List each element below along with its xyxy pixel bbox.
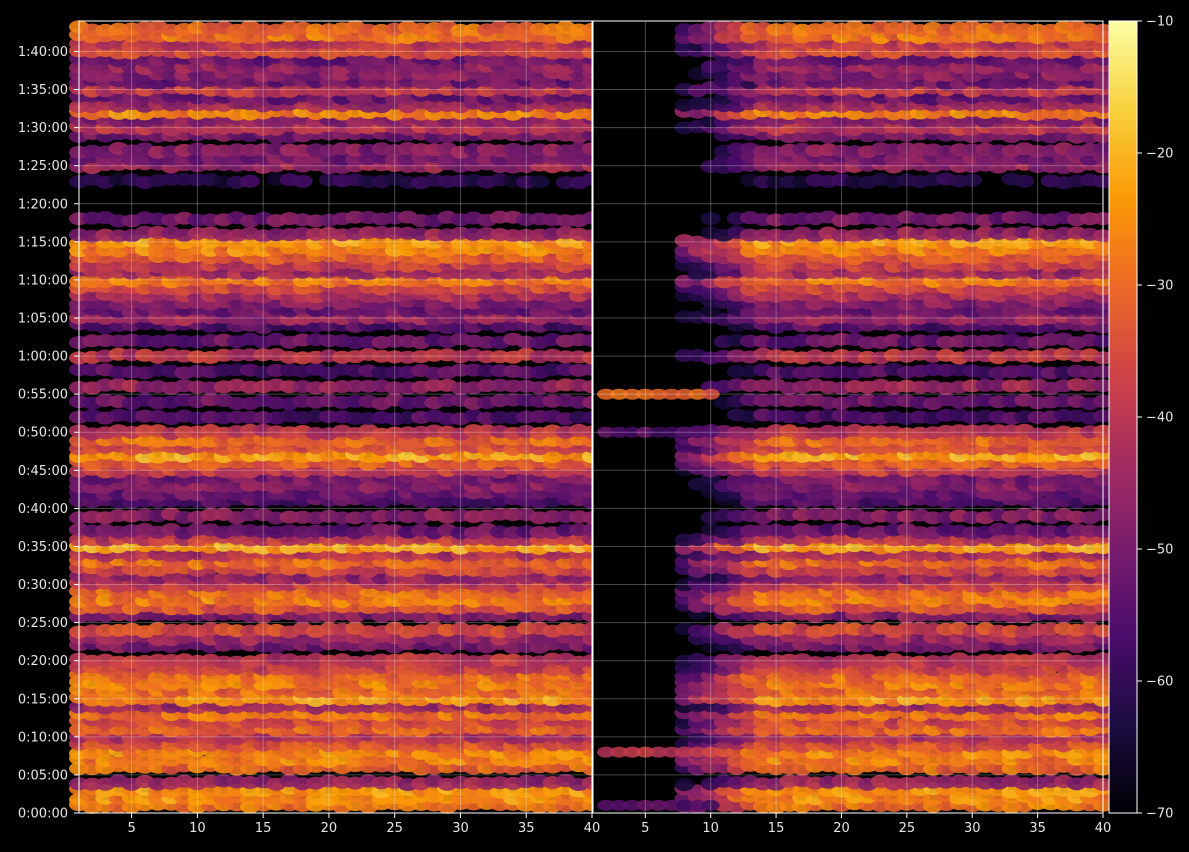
x-tick-label: 20: [321, 821, 338, 836]
heat-cell: [674, 778, 695, 791]
x-tick-label: 30: [452, 821, 469, 836]
x-tick-label: 10: [189, 821, 206, 836]
left-panel: 5 10 15 20 25 30 35 40: [69, 20, 602, 836]
x-tick-label: 5: [127, 821, 135, 836]
heat-cell: [240, 174, 260, 188]
heat-cell: [292, 174, 313, 188]
x-tick-label: 40: [584, 821, 601, 836]
x-tick-label: 25: [386, 821, 403, 836]
heat-cell: [529, 175, 550, 189]
right-panel: 5 10 15 20 25 30 35 40: [592, 20, 1113, 836]
x-tick-label: 35: [518, 821, 535, 836]
x-tick-label: 15: [255, 821, 272, 836]
